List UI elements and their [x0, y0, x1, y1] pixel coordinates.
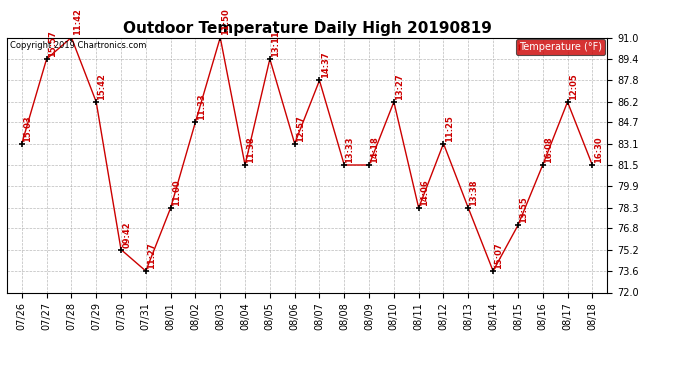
Legend: Temperature (°F): Temperature (°F) [516, 39, 605, 55]
Text: 14:06: 14:06 [420, 179, 429, 206]
Text: 11:33: 11:33 [197, 93, 206, 120]
Text: 13:55: 13:55 [519, 196, 528, 223]
Text: 11:25: 11:25 [445, 115, 454, 141]
Text: 11:00: 11:00 [172, 179, 181, 206]
Text: 11:38: 11:38 [246, 136, 255, 163]
Text: 14:37: 14:37 [321, 52, 330, 78]
Text: 09:42: 09:42 [122, 221, 131, 248]
Text: 12:57: 12:57 [296, 115, 305, 141]
Text: 16:08: 16:08 [544, 136, 553, 163]
Title: Outdoor Temperature Daily High 20190819: Outdoor Temperature Daily High 20190819 [123, 21, 491, 36]
Text: 11:42: 11:42 [72, 9, 81, 36]
Text: 13:38: 13:38 [469, 179, 479, 206]
Text: 15:07: 15:07 [494, 242, 503, 269]
Text: 13:33: 13:33 [346, 136, 355, 163]
Text: 11:50: 11:50 [221, 9, 230, 36]
Text: 12:05: 12:05 [569, 73, 578, 100]
Text: 15:57: 15:57 [48, 30, 57, 57]
Text: Copyright 2019 Chartronics.com: Copyright 2019 Chartronics.com [10, 41, 146, 50]
Text: 16:30: 16:30 [593, 136, 602, 163]
Text: 15:42: 15:42 [97, 73, 106, 100]
Text: 13:27: 13:27 [395, 73, 404, 100]
Text: 13:11: 13:11 [271, 30, 280, 57]
Text: 15:03: 15:03 [23, 115, 32, 141]
Text: 11:27: 11:27 [147, 242, 156, 269]
Text: 14:18: 14:18 [371, 136, 380, 163]
